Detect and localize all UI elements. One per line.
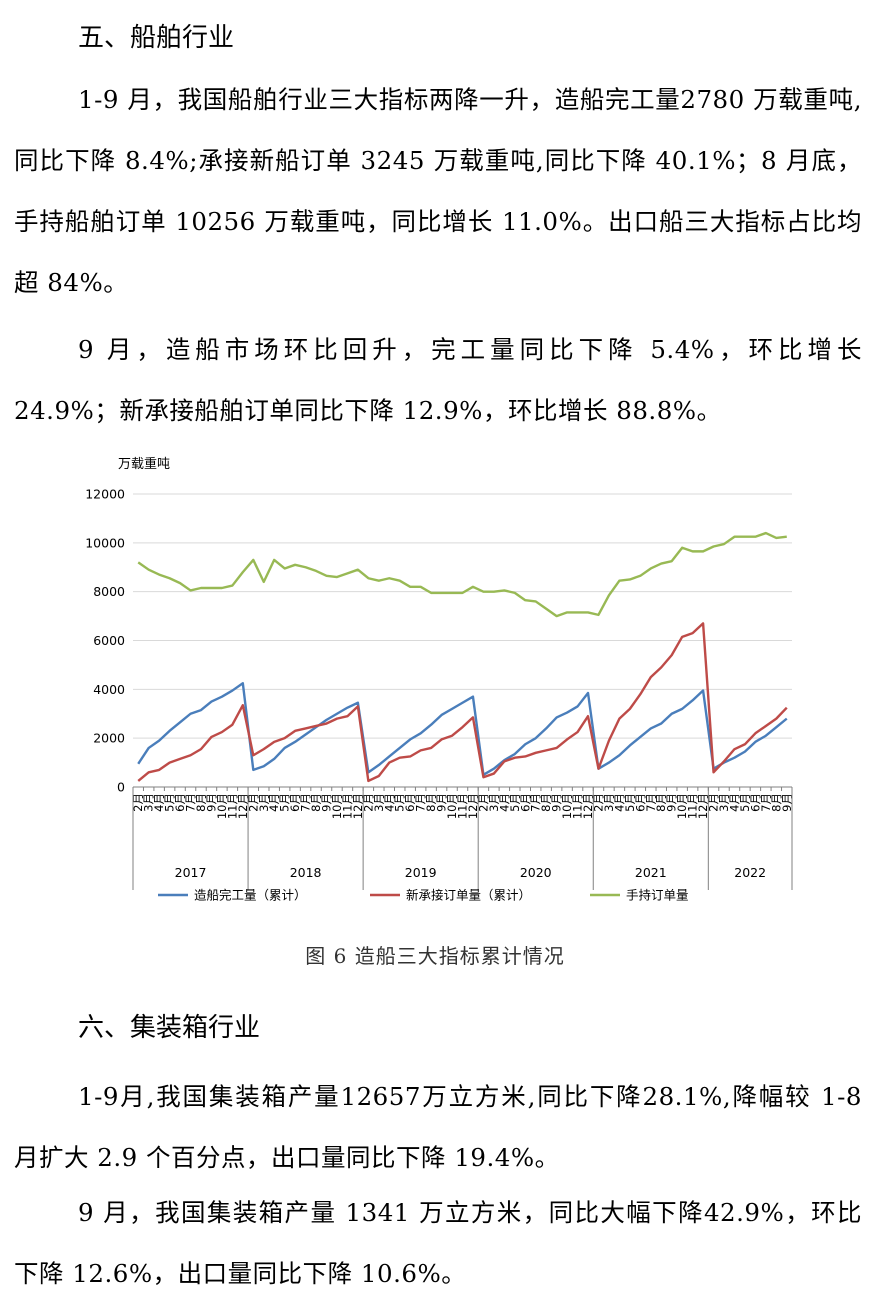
x-tick-label: 6月	[288, 793, 302, 812]
y-tick-label: 0	[117, 780, 125, 795]
x-tick-label: 8月	[309, 793, 323, 812]
paragraph-shipbuilding-september: 9 月，造船市场环比回升，完工量同比下降 5.4%，环比增长 24.9%；新承接…	[14, 335, 862, 425]
x-tick-label: 2月	[591, 793, 605, 812]
x-tick-label: 10月	[445, 793, 459, 819]
series-line-2	[137, 622, 788, 783]
x-tick-label: 12月	[351, 793, 365, 819]
x-tick-label: 12月	[236, 793, 250, 819]
x-tick-label: 6月	[518, 793, 532, 812]
x-tick-label: 9月	[550, 793, 564, 812]
x-tick-label: 8月	[654, 793, 668, 812]
x-tick-label: 3月	[142, 793, 156, 812]
x-tick-label: 5月	[623, 793, 637, 812]
year-label: 2019	[405, 865, 437, 880]
x-tick-label: 8月	[539, 793, 553, 812]
legend-label: 手持订单量	[626, 888, 689, 903]
x-tick-label: 9月	[780, 793, 794, 812]
year-label: 2020	[520, 865, 552, 880]
x-tick-label: 8月	[194, 793, 208, 812]
x-tick-label: 9月	[435, 793, 449, 812]
paragraph-container-ytd: 1-9月,我国集装箱产量12657万立方米,同比下降28.1%,降幅较 1-8 …	[14, 1082, 862, 1172]
x-tick-label: 3月	[257, 793, 271, 812]
x-tick-label: 2月	[361, 793, 375, 812]
x-tick-label: 7月	[414, 793, 428, 812]
x-tick-label: 7月	[759, 793, 773, 812]
x-tick-label: 5月	[393, 793, 407, 812]
x-tick-label: 4月	[727, 793, 741, 812]
y-tick-label: 2000	[93, 731, 125, 746]
figure-caption: 图 6 造船三大指标累计情况	[305, 944, 565, 968]
x-tick-label: 4月	[497, 793, 511, 812]
x-tick-label: 5月	[163, 793, 177, 812]
y-tick-label: 4000	[93, 682, 125, 697]
x-tick-label: 11月	[340, 793, 354, 819]
series-line-1	[137, 682, 788, 776]
y-tick-label: 12000	[85, 487, 125, 502]
year-label: 2017	[175, 865, 207, 880]
x-tick-label: 9月	[665, 793, 679, 812]
x-tick-label: 6月	[403, 793, 417, 812]
x-tick-label: 10月	[215, 793, 229, 819]
paragraph-container-september: 9 月，我国集装箱产量 1341 万立方米，同比大幅下降42.9%，环比下降 1…	[14, 1198, 862, 1288]
x-tick-label: 4月	[267, 793, 281, 812]
x-tick-label: 8月	[769, 793, 783, 812]
shipbuilding-chart: 0200040006000800010000120002月3月4月5月6月7月8…	[85, 456, 794, 903]
x-tick-label: 10月	[330, 793, 344, 819]
x-tick-label: 10月	[675, 793, 689, 819]
x-tick-label: 11月	[225, 793, 239, 819]
section-heading-container: 六、集装箱行业	[78, 1013, 261, 1043]
paragraph-shipbuilding-ytd: 1-9 月，我国船舶行业三大指标两降一升，造船完工量2780 万载重吨,同比下降…	[14, 85, 862, 297]
x-tick-label: 2月	[131, 793, 145, 812]
x-tick-label: 5月	[738, 793, 752, 812]
x-tick-label: 6月	[173, 793, 187, 812]
x-tick-label: 10月	[560, 793, 574, 819]
year-label: 2022	[734, 865, 766, 880]
x-tick-label: 3月	[372, 793, 386, 812]
x-tick-label: 5月	[508, 793, 522, 812]
x-tick-label: 3月	[717, 793, 731, 812]
year-label: 2021	[635, 865, 667, 880]
section-heading-shipbuilding: 五、船舶行业	[78, 23, 235, 53]
x-tick-label: 12月	[696, 793, 710, 819]
x-tick-label: 2月	[707, 793, 721, 812]
x-tick-label: 7月	[184, 793, 198, 812]
x-tick-label: 12月	[466, 793, 480, 819]
x-tick-label: 7月	[644, 793, 658, 812]
x-tick-label: 6月	[748, 793, 762, 812]
x-tick-label: 7月	[529, 793, 543, 812]
series-line-3	[137, 531, 787, 618]
x-tick-label: 6月	[633, 793, 647, 812]
x-tick-label: 12月	[581, 793, 595, 819]
legend-label: 造船完工量（累计）	[194, 888, 307, 903]
x-tick-label: 11月	[686, 793, 700, 819]
x-tick-label: 9月	[320, 793, 334, 812]
y-tick-label: 8000	[93, 584, 125, 599]
x-tick-label: 4月	[382, 793, 396, 812]
y-tick-label: 6000	[93, 633, 125, 648]
chart-y-axis-label: 万载重吨	[118, 456, 170, 472]
x-tick-label: 11月	[456, 793, 470, 819]
legend-label: 新承接订单量（累计）	[406, 888, 531, 903]
x-tick-label: 11月	[571, 793, 585, 819]
x-tick-label: 3月	[487, 793, 501, 812]
year-label: 2018	[290, 865, 322, 880]
x-tick-label: 4月	[152, 793, 166, 812]
y-tick-label: 10000	[85, 535, 125, 550]
x-tick-label: 5月	[278, 793, 292, 812]
x-tick-label: 2月	[476, 793, 490, 812]
x-tick-label: 8月	[424, 793, 438, 812]
x-tick-label: 9月	[204, 793, 218, 812]
x-tick-label: 2月	[246, 793, 260, 812]
x-tick-label: 4月	[612, 793, 626, 812]
x-tick-label: 7月	[299, 793, 313, 812]
x-tick-label: 3月	[602, 793, 616, 812]
